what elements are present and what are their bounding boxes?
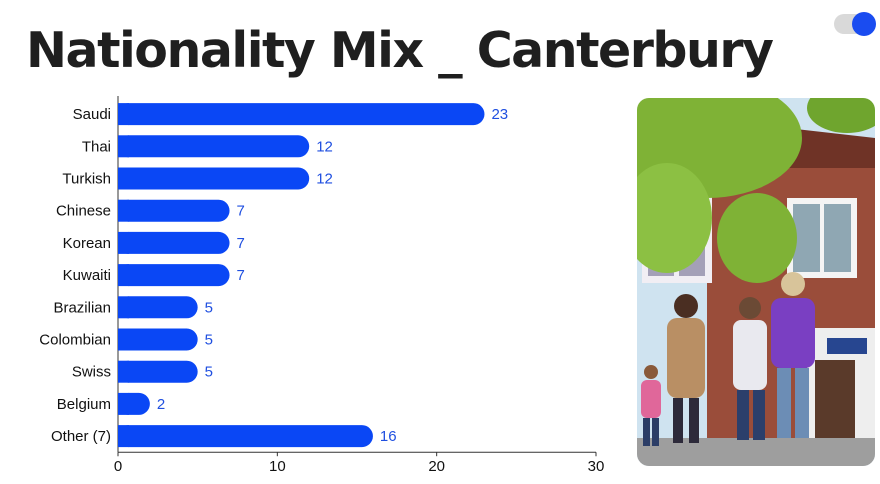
toggle-knob[interactable]: [852, 12, 876, 36]
bar-other-7-: [118, 425, 373, 448]
data-label: 12: [316, 138, 333, 155]
bar-colombian: [118, 328, 198, 351]
x-tick-label: 0: [114, 458, 122, 475]
x-tick-label: 20: [428, 458, 445, 475]
category-label: Chinese: [56, 203, 111, 220]
data-label: 23: [491, 106, 508, 123]
category-label: Colombian: [39, 332, 111, 349]
page-title: Nationality Mix _ Canterbury: [26, 22, 774, 79]
bar-base: [118, 264, 129, 287]
category-label: Thai: [82, 138, 111, 155]
bar-turkish: [118, 167, 310, 190]
bar-thai: [118, 135, 310, 158]
x-tick-label: 30: [588, 458, 605, 475]
category-label: Brazilian: [53, 299, 111, 316]
bar-base: [118, 328, 129, 351]
toggle-switch[interactable]: [834, 12, 876, 36]
category-label: Saudi: [73, 106, 111, 123]
category-label: Belgium: [57, 396, 111, 413]
data-label: 12: [316, 171, 333, 188]
bar-korean: [118, 231, 230, 254]
data-label: 5: [205, 332, 213, 349]
bar-chart: Saudi 23 Thai 12 Turkish 12 Chinese 7 Korean 7 Kuw…: [39, 96, 605, 475]
bar-base: [118, 199, 129, 222]
bar-brazilian: [118, 296, 198, 319]
data-label: 7: [237, 203, 245, 220]
bar-base: [118, 425, 129, 448]
bar-base: [118, 231, 129, 254]
category-label: Turkish: [62, 171, 111, 188]
bar-base: [118, 167, 129, 190]
bar-base: [118, 296, 129, 319]
category-label: Kuwaiti: [63, 267, 111, 284]
bar-base: [118, 103, 129, 126]
data-label: 7: [237, 267, 245, 284]
category-label: Korean: [63, 235, 111, 252]
photo-illustration: [637, 98, 875, 466]
campus-photo: [637, 98, 875, 466]
data-label: 7: [237, 235, 245, 252]
bar-swiss: [118, 360, 198, 383]
category-label: Swiss: [72, 364, 111, 381]
bar-base: [118, 360, 129, 383]
data-label: 5: [205, 364, 213, 381]
bar-chinese: [118, 199, 230, 222]
bar-base: [118, 135, 129, 158]
data-label: 5: [205, 299, 213, 316]
bar-base: [118, 392, 129, 415]
bar-kuwaiti: [118, 264, 230, 287]
data-label: 16: [380, 428, 397, 445]
data-label: 2: [157, 396, 165, 413]
category-label: Other (7): [51, 428, 111, 445]
x-tick-label: 10: [269, 458, 286, 475]
bar-saudi: [118, 103, 485, 126]
